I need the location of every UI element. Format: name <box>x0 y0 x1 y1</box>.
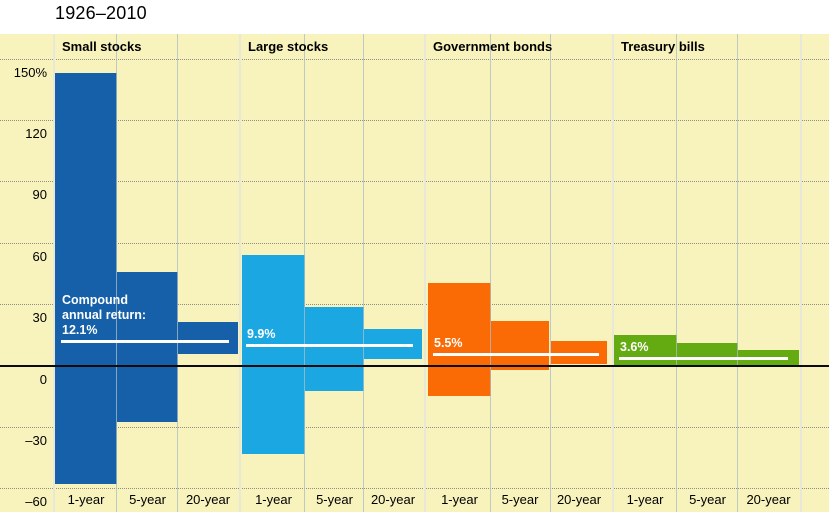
x-axis-label-small-stocks-1-year: 1-year <box>67 492 105 507</box>
group-header-large-stocks: Large stocks <box>248 39 329 54</box>
compound-return-label-line: Compound <box>62 292 128 307</box>
bar-treasury-bills-1-year <box>613 335 677 366</box>
bar-small-stocks-5-year <box>117 271 178 422</box>
bar-government-bonds-5-year <box>491 321 549 370</box>
x-axis-label-government-bonds-5-year: 5-year <box>501 492 539 507</box>
x-axis-label-treasury-bills-20-year: 20-year <box>746 492 791 507</box>
bar-government-bonds-1-year <box>428 282 491 396</box>
x-axis-label-large-stocks-1-year: 1-year <box>255 492 292 507</box>
bar-large-stocks-5-year <box>305 307 364 392</box>
x-axis-label-small-stocks-5-year: 5-year <box>129 492 166 507</box>
compound-return-label-line: 9.9% <box>247 327 276 342</box>
group-separator <box>800 34 802 512</box>
compound-return-label-line: 12.1% <box>62 322 98 337</box>
gridline <box>0 242 829 244</box>
chart-title: 1926–2010 <box>55 3 147 23</box>
compound-return-label-line: 5.5% <box>434 336 463 351</box>
group-header-treasury-bills: Treasury bills <box>621 39 705 54</box>
y-axis-tick-label: –60 <box>25 494 47 510</box>
bar-boundary-line <box>116 34 117 512</box>
compound-return-line-large-stocks <box>246 344 413 348</box>
gridline <box>0 181 829 183</box>
x-axis-label-small-stocks-20-year: 20-year <box>185 492 231 507</box>
compound-return-line-government-bonds <box>433 353 599 357</box>
group-header-government-bonds: Government bonds <box>433 39 553 54</box>
compound-return-label-government-bonds: 5.5% <box>434 336 463 351</box>
bar-treasury-bills-5-year <box>677 342 738 366</box>
x-axis-label-government-bonds-1-year: 1-year <box>441 492 478 507</box>
compound-return-label-large-stocks: 9.9% <box>247 327 276 342</box>
group-header-small-stocks: Small stocks <box>62 39 142 54</box>
chart-area: 150% 120 90 60 30 0 –30 –60 Small stocks 1-year 5-… <box>0 34 829 512</box>
x-axis-label-government-bonds-20-year: 20-year <box>556 492 602 507</box>
gridline <box>0 58 829 60</box>
compound-return-line-small-stocks <box>61 339 229 343</box>
y-axis-tick-label: 120 <box>25 126 47 142</box>
group-separator <box>53 34 55 512</box>
group-separator <box>239 34 241 512</box>
bar-government-bonds-20-year <box>551 340 607 365</box>
bar-boundary-line <box>304 34 305 512</box>
compound-return-label-treasury-bills: 3.6% <box>620 340 649 355</box>
bar-boundary-line <box>363 34 364 512</box>
bar-boundary-line <box>490 34 491 512</box>
bar-boundary-line <box>737 34 738 512</box>
compound-return-line-treasury-bills <box>619 357 788 361</box>
bar-large-stocks-1-year <box>242 255 305 455</box>
y-axis-tick-label: 0 <box>39 371 47 387</box>
x-axis-label-large-stocks-5-year: 5-year <box>316 492 353 507</box>
group-separator <box>424 34 426 512</box>
y-axis-tick-label: 150% <box>13 64 47 80</box>
x-axis-label-treasury-bills-5-year: 5-year <box>689 492 726 507</box>
gridline <box>0 426 829 428</box>
compound-return-label-line: 3.6% <box>620 340 649 355</box>
y-axis-tick-label: 30 <box>32 310 47 326</box>
bar-boundary-line <box>676 34 677 512</box>
x-axis-label-large-stocks-20-year: 20-year <box>370 492 416 507</box>
zero-axis-line <box>0 364 829 367</box>
y-axis-tick-label: –30 <box>25 432 47 448</box>
compound-return-label-line: annual return: <box>62 307 147 322</box>
bar-boundary-line <box>550 34 551 512</box>
y-axis-tick-label: 60 <box>32 248 47 264</box>
compound-return-label-small-stocks: Compound annual return: 12.1% <box>62 293 146 338</box>
bar-boundary-line <box>177 34 178 512</box>
x-axis-label-treasury-bills-1-year: 1-year <box>626 492 664 507</box>
bar-small-stocks-20-year <box>178 322 238 354</box>
y-axis-tick-label: 90 <box>32 187 47 203</box>
group-separator <box>612 34 614 512</box>
bar-small-stocks-1-year <box>55 73 117 485</box>
gridline <box>0 120 829 122</box>
gridline <box>0 304 829 306</box>
gridline <box>0 488 829 490</box>
bar-large-stocks-20-year <box>364 328 422 360</box>
